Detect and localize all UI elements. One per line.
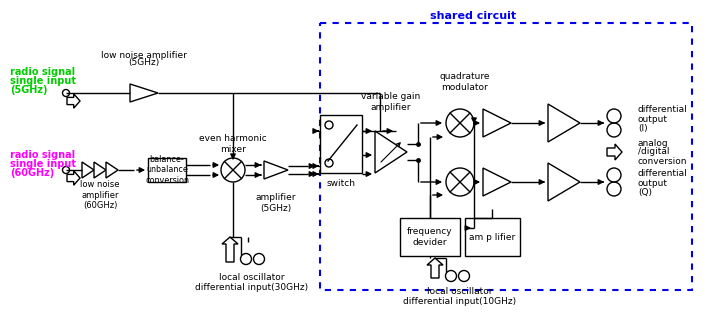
- Polygon shape: [94, 162, 106, 178]
- Text: variable gain
amplifier: variable gain amplifier: [361, 92, 421, 112]
- Polygon shape: [264, 161, 288, 179]
- Text: even harmonic
mixer: even harmonic mixer: [199, 134, 267, 154]
- Text: differential input(30GHz): differential input(30GHz): [196, 283, 308, 291]
- Text: local oscillator: local oscillator: [219, 274, 285, 283]
- Text: local oscillator: local oscillator: [427, 288, 493, 296]
- Polygon shape: [375, 131, 407, 173]
- Bar: [465, 218, 520, 256]
- Bar: [400, 218, 460, 256]
- Text: (I): (I): [638, 124, 647, 132]
- Polygon shape: [82, 162, 94, 178]
- Text: quadrature
modulator: quadrature modulator: [440, 72, 490, 92]
- Text: radio signal: radio signal: [10, 67, 75, 77]
- Text: shared circuit: shared circuit: [430, 11, 516, 21]
- Text: balance-
unbalance
conversion: balance- unbalance conversion: [145, 155, 189, 185]
- Text: (5GHz): (5GHz): [10, 85, 47, 95]
- Text: switch: switch: [326, 179, 356, 187]
- Text: radio signal: radio signal: [10, 150, 75, 160]
- Bar: [148, 158, 186, 182]
- Polygon shape: [548, 104, 580, 142]
- Text: differential: differential: [638, 169, 688, 179]
- Text: frequency
devider: frequency devider: [407, 227, 453, 247]
- Text: differential input(10GHz): differential input(10GHz): [404, 297, 516, 307]
- Polygon shape: [106, 162, 118, 178]
- Polygon shape: [483, 168, 511, 196]
- Text: (5GHz): (5GHz): [128, 58, 160, 68]
- Text: output: output: [638, 179, 668, 187]
- Text: differential: differential: [638, 106, 688, 114]
- Text: (Q): (Q): [638, 187, 652, 197]
- Bar: [320, 115, 362, 173]
- Text: /digital: /digital: [638, 148, 670, 156]
- Polygon shape: [130, 84, 158, 102]
- Text: amplifier
(5GHz): amplifier (5GHz): [256, 193, 296, 213]
- Text: analog: analog: [638, 138, 669, 148]
- Text: low noise amplifier: low noise amplifier: [101, 51, 187, 59]
- Polygon shape: [548, 163, 580, 201]
- Text: output: output: [638, 114, 668, 124]
- Text: single input: single input: [10, 76, 76, 86]
- Text: low noise
amplifier
(60GHz): low noise amplifier (60GHz): [80, 180, 120, 210]
- Polygon shape: [483, 109, 511, 137]
- Text: single input: single input: [10, 159, 76, 169]
- Bar: [320, 23, 692, 290]
- Text: conversion: conversion: [638, 156, 688, 166]
- Text: (60GHz): (60GHz): [10, 168, 54, 178]
- Text: am p lifier: am p lifier: [470, 233, 516, 241]
